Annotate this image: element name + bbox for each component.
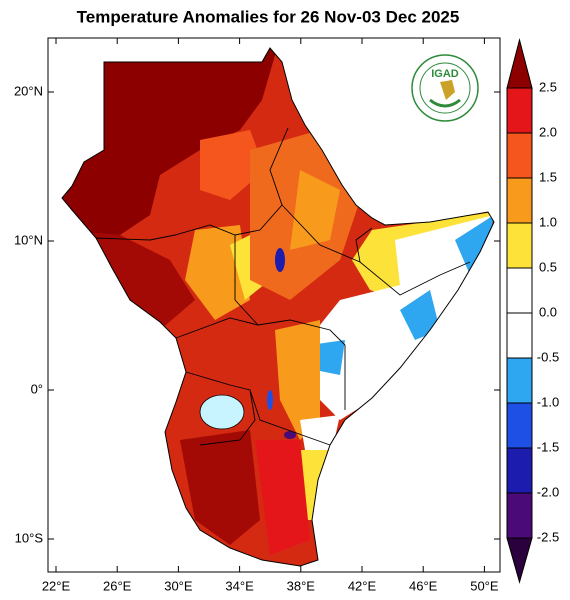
colorbar-box xyxy=(506,177,533,224)
colorbar-box xyxy=(506,312,533,359)
colorbar-high-triangle xyxy=(506,38,533,89)
colorbar-label: -2.5 xyxy=(537,529,559,544)
colorbar-box xyxy=(506,492,533,539)
colorbar-label: 1.0 xyxy=(539,214,557,229)
logo-text: IGAD xyxy=(431,68,459,80)
colorbar-label: 1.5 xyxy=(539,169,557,184)
colorbar-label: 0.5 xyxy=(539,259,557,274)
x-tick-label: 30°E xyxy=(164,578,193,593)
x-tick-label: 22°E xyxy=(42,578,71,593)
colorbar-label: 2.5 xyxy=(539,79,557,94)
x-tick-label: 26°E xyxy=(103,578,132,593)
colorbar-box xyxy=(506,222,533,269)
y-tick-label: 20°N xyxy=(14,83,43,98)
y-tick-label: 0° xyxy=(31,381,43,396)
x-tick-label: 34°E xyxy=(225,578,254,593)
colorbar-box xyxy=(506,402,533,449)
x-tick-label: 42°E xyxy=(348,578,377,593)
colorbar-label: -0.5 xyxy=(537,349,559,364)
colorbar-box xyxy=(506,87,533,134)
colorbar-label: -2.0 xyxy=(537,484,559,499)
y-tick-label: 10°N xyxy=(14,232,43,247)
x-tick-label: 50°E xyxy=(470,578,499,593)
colorbar-box xyxy=(506,132,533,179)
colorbar-label: -1.5 xyxy=(537,439,559,454)
x-tick-label: 46°E xyxy=(409,578,438,593)
colorbar-low-triangle xyxy=(506,537,533,584)
igad-logo: IGAD xyxy=(411,54,479,122)
colorbar-box xyxy=(506,267,533,314)
colorbar-box xyxy=(506,447,533,494)
colorbar-box xyxy=(506,357,533,404)
colorbar-label: 2.0 xyxy=(539,124,557,139)
map-title: Temperature Anomalies for 26 Nov-03 Dec … xyxy=(77,7,460,26)
x-tick-label: 38°E xyxy=(287,578,316,593)
colorbar-label: 0.0 xyxy=(539,304,557,319)
colorbar-label: -1.0 xyxy=(537,394,559,409)
y-tick-label: 10°S xyxy=(15,530,44,545)
